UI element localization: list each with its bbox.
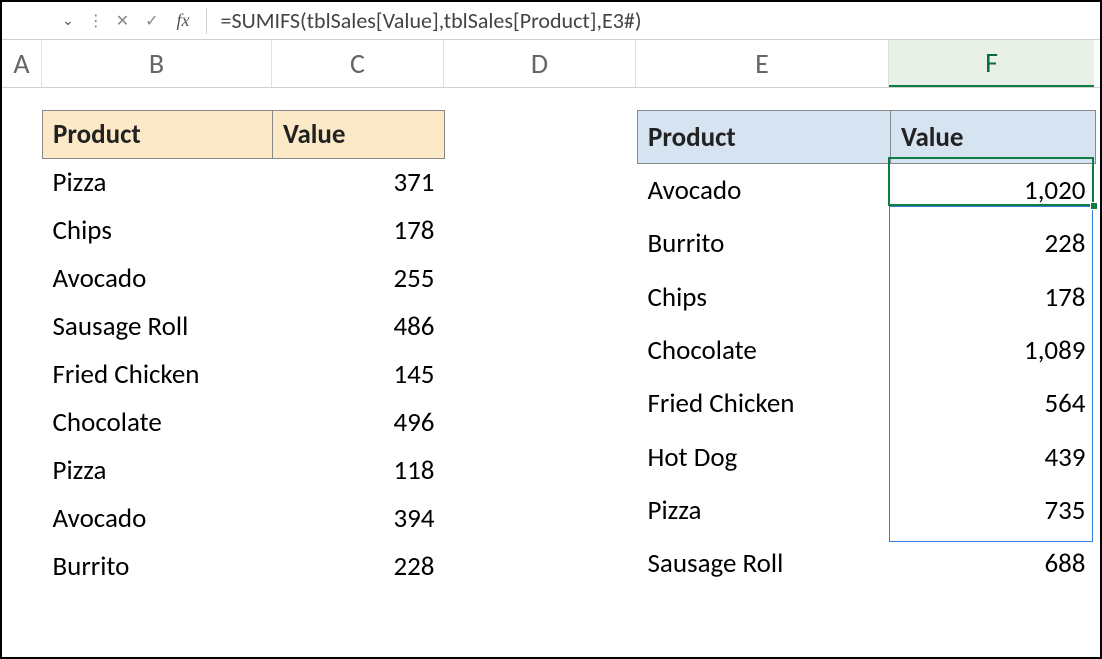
formula-input[interactable] [213,6,1100,35]
cell-value[interactable]: 496 [273,399,445,447]
column-header-C[interactable]: C [272,40,444,87]
header-value[interactable]: Value [273,111,445,159]
header-product[interactable]: Product [638,111,891,164]
column-header-E[interactable]: E [636,40,889,87]
table-row[interactable]: Chocolate496 [43,399,445,447]
cell-value[interactable]: 145 [273,351,445,399]
formula-bar-separator: ⋮ [84,11,108,31]
table-row[interactable]: Pizza735 [638,484,1096,537]
col-D-spacer [445,110,637,591]
table-row[interactable]: Avocado1,020 [638,164,1096,217]
cell-product[interactable]: Chips [43,207,273,255]
column-header-F[interactable]: F [889,40,1094,87]
formula-bar: ⌄ ⋮ ✕ ✓ fx [2,2,1100,40]
cell-value[interactable]: 1,020 [891,164,1096,217]
cell-product[interactable]: Fried Chicken [43,351,273,399]
column-header-A[interactable]: A [2,40,42,87]
table-row[interactable]: Burrito228 [638,217,1096,270]
table-row[interactable]: Fried Chicken564 [638,377,1096,430]
header-value[interactable]: Value [891,111,1096,164]
table-row[interactable]: Fried Chicken145 [43,351,445,399]
table-header-row: Product Value [43,111,445,159]
table-row[interactable]: Sausage Roll486 [43,303,445,351]
cell-product[interactable]: Pizza [638,484,891,537]
cell-value[interactable]: 1,089 [891,324,1096,377]
cell-value[interactable]: 228 [273,543,445,591]
table-row[interactable]: Pizza118 [43,447,445,495]
col-A-spacer [2,110,42,591]
table-row[interactable]: Hot Dog439 [638,430,1096,483]
cell-value[interactable]: 255 [273,255,445,303]
enter-formula-button[interactable]: ✓ [137,11,166,31]
cell-product[interactable]: Pizza [43,159,273,207]
table-row[interactable]: Chocolate1,089 [638,324,1096,377]
column-header-B[interactable]: B [42,40,272,87]
table-row[interactable]: Burrito228 [43,543,445,591]
worksheet-grid[interactable]: Product Value Pizza371 Chips178 Avocado2… [2,88,1100,591]
table-row[interactable]: Pizza371 [43,159,445,207]
cell-product[interactable]: Fried Chicken [638,377,891,430]
table-row[interactable]: Sausage Roll688 [638,537,1096,590]
name-box-chevron-icon[interactable]: ⌄ [52,12,84,29]
cell-product[interactable]: Avocado [638,164,891,217]
cell-value[interactable]: 486 [273,303,445,351]
cell-product[interactable]: Sausage Roll [638,537,891,590]
cell-value[interactable]: 118 [273,447,445,495]
cell-value[interactable]: 228 [891,217,1096,270]
table-row[interactable]: Chips178 [43,207,445,255]
cell-product[interactable]: Chips [638,270,891,323]
cell-product[interactable]: Avocado [43,255,273,303]
table-row[interactable]: Avocado394 [43,495,445,543]
cell-value[interactable]: 394 [273,495,445,543]
cell-product[interactable]: Chocolate [638,324,891,377]
table-row[interactable]: Chips178 [638,270,1096,323]
column-headers: A B C D E F [2,40,1100,88]
cell-product[interactable]: Hot Dog [638,430,891,483]
cell-product[interactable]: Pizza [43,447,273,495]
header-product[interactable]: Product [43,111,273,159]
cell-value[interactable]: 564 [891,377,1096,430]
cell-value[interactable]: 371 [273,159,445,207]
formula-bar-divider [206,8,207,34]
summary-table: Product Value Avocado1,020 Burrito228 Ch… [637,110,1096,591]
cancel-formula-button[interactable]: ✕ [108,11,137,31]
cell-value[interactable]: 439 [891,430,1096,483]
cell-product[interactable]: Sausage Roll [43,303,273,351]
cell-value[interactable]: 178 [273,207,445,255]
cell-value[interactable]: 178 [891,270,1096,323]
column-header-D[interactable]: D [444,40,636,87]
cell-product[interactable]: Burrito [638,217,891,270]
cell-value[interactable]: 688 [891,537,1096,590]
cell-product[interactable]: Avocado [43,495,273,543]
table-header-row: Product Value [638,111,1096,164]
cell-product[interactable]: Chocolate [43,399,273,447]
sales-table: Product Value Pizza371 Chips178 Avocado2… [42,110,445,591]
cell-product[interactable]: Burrito [43,543,273,591]
table-row[interactable]: Avocado255 [43,255,445,303]
insert-function-button[interactable]: fx [167,10,200,31]
cell-value[interactable]: 735 [891,484,1096,537]
